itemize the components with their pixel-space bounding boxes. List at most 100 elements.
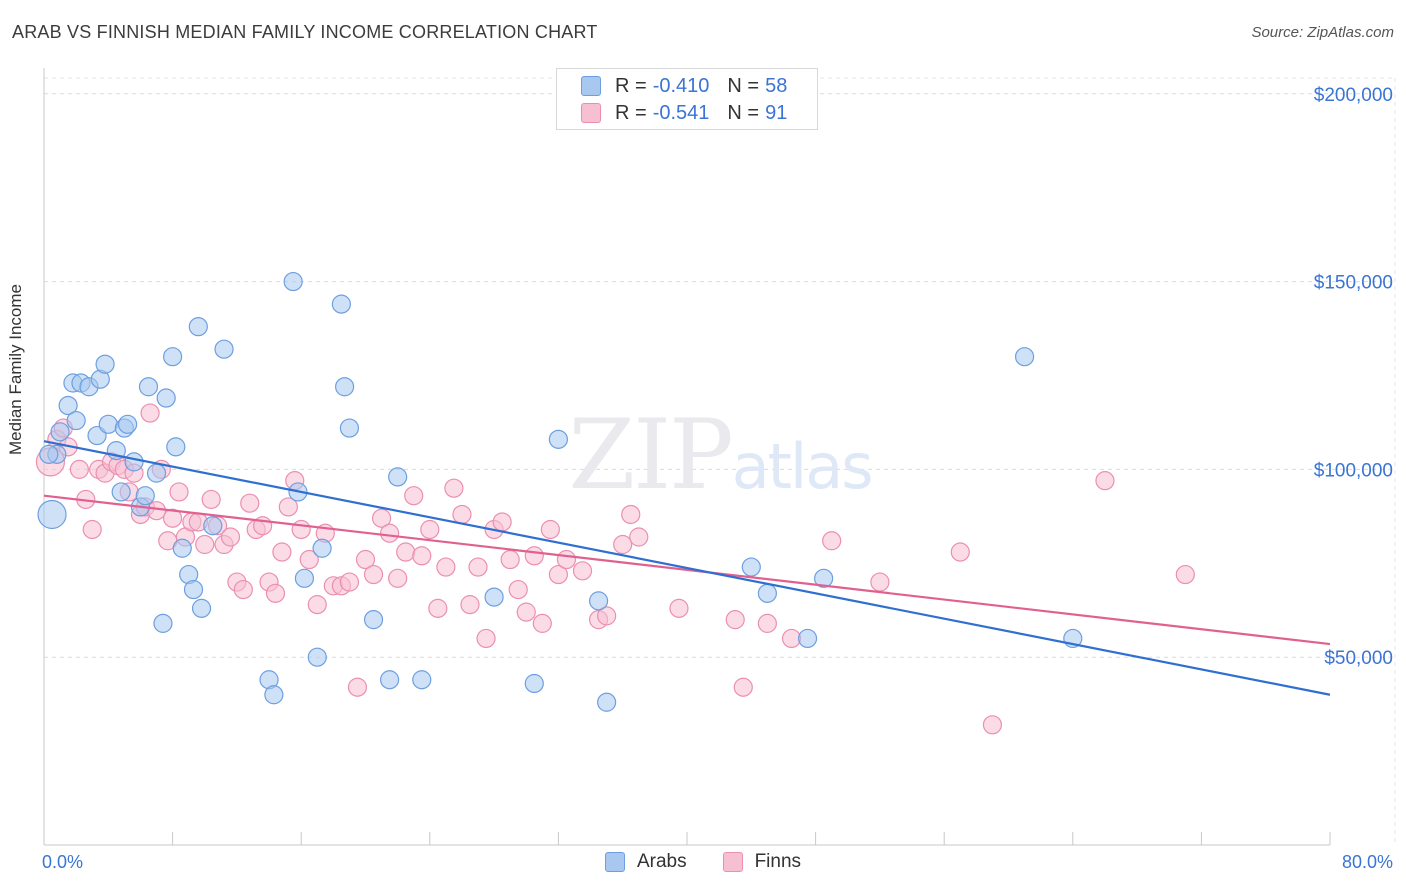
finn-point-58 <box>436 557 456 577</box>
finn-point-49 <box>363 564 384 585</box>
finn-point-57 <box>428 598 448 618</box>
finns-r-label: R = <box>615 101 647 124</box>
finn-point-85 <box>822 531 842 551</box>
arabs-trendline <box>43 440 1331 696</box>
arab-point-53 <box>797 628 818 649</box>
series-legend: Arabs Finns <box>0 851 1406 873</box>
arab-point-3 <box>58 395 78 416</box>
finns-legend-label: Finns <box>754 851 802 872</box>
arab-point-30 <box>203 516 223 536</box>
y-tick-label-0: $50,000 <box>1324 648 1393 669</box>
arabs-r-value: -0.410 <box>652 74 710 97</box>
finn-point-16 <box>140 403 160 423</box>
finns-trendline <box>43 494 1331 646</box>
finn-point-55 <box>412 546 432 566</box>
finn-point-90 <box>1175 564 1195 585</box>
finn-point-88 <box>982 715 1003 735</box>
finn-point-70 <box>532 613 552 633</box>
finn-point-32 <box>240 493 260 513</box>
arabs-legend-swatch <box>604 852 625 872</box>
arab-point-28 <box>188 317 208 337</box>
finn-point-41 <box>299 549 319 570</box>
arab-point-51 <box>741 557 761 577</box>
finn-point-56 <box>420 519 440 540</box>
arab-point-48 <box>548 429 569 449</box>
finn-point-21 <box>169 482 189 502</box>
arab-point-33 <box>264 685 284 705</box>
finns-n-value: 91 <box>765 101 788 124</box>
y-tick-label-2: $150,000 <box>1314 273 1393 294</box>
finn-point-87 <box>950 542 970 562</box>
finn-point-50 <box>371 508 392 528</box>
legend-item-finns[interactable]: Finns <box>722 851 802 873</box>
tick-labels: $50,000 $100,000 $150,000 $200,000 0.0% 80.0% <box>42 85 1393 872</box>
arab-point-29 <box>191 598 212 618</box>
arab-point-0 <box>37 499 67 530</box>
finn-point-54 <box>404 486 424 506</box>
correlation-legend: R = -0.410 N = 58 R = -0.541 N = 91 <box>556 68 818 130</box>
finn-point-42 <box>307 595 327 615</box>
arab-point-2 <box>50 422 70 442</box>
finn-point-72 <box>548 564 569 585</box>
finn-point-73 <box>556 549 577 570</box>
arab-point-16 <box>124 452 144 472</box>
arab-point-46 <box>484 587 504 607</box>
finn-point-47 <box>347 677 368 697</box>
source-label: Source: ZipAtlas.com <box>1251 24 1394 41</box>
finn-point-59 <box>444 478 464 498</box>
arabs-n-label: N = <box>727 74 760 97</box>
arab-point-41 <box>339 418 360 438</box>
finn-point-31 <box>233 579 253 600</box>
legend-item-arabs[interactable]: Arabs <box>604 851 687 873</box>
arab-point-20 <box>146 463 167 483</box>
finn-point-25 <box>195 534 215 555</box>
arab-point-11 <box>98 414 118 434</box>
arabs-legend-label: Arabs <box>636 851 687 872</box>
arab-point-37 <box>307 647 327 667</box>
finn-point-79 <box>629 527 649 547</box>
arab-point-13 <box>111 482 131 502</box>
finn-point-48 <box>355 549 376 570</box>
arab-point-18 <box>135 486 155 506</box>
finn-point-36 <box>265 583 286 603</box>
finn-point-51 <box>380 523 400 543</box>
finn-point-84 <box>781 628 802 649</box>
legend-row-finns: R = -0.541 N = 91 <box>581 101 787 125</box>
arab-point-44 <box>388 467 408 487</box>
arab-point-49 <box>588 591 609 611</box>
arab-point-25 <box>172 538 192 558</box>
arab-point-38 <box>312 538 332 558</box>
arab-point-47 <box>524 673 544 694</box>
finn-point-69 <box>524 546 544 566</box>
finn-point-61 <box>460 595 480 615</box>
finn-point-76 <box>597 606 617 626</box>
arabs-n-value: 58 <box>765 74 788 97</box>
arab-point-36 <box>294 568 315 588</box>
finn-point-26 <box>201 489 221 510</box>
finns-swatch <box>581 103 601 123</box>
finn-point-6 <box>82 519 102 540</box>
watermark: ZIPatlas <box>568 399 871 511</box>
y-tick-label-3: $200,000 <box>1314 85 1393 106</box>
finns-legend-swatch <box>722 852 743 872</box>
finn-point-60 <box>452 504 472 525</box>
arab-point-19 <box>138 377 159 397</box>
finn-point-81 <box>725 610 745 630</box>
arab-point-43 <box>380 670 400 690</box>
arabs-points <box>37 271 1083 712</box>
finn-point-86 <box>870 572 890 592</box>
finn-point-63 <box>476 628 496 649</box>
finn-point-67 <box>508 579 528 600</box>
finn-point-74 <box>572 561 593 581</box>
arab-point-31 <box>214 339 234 359</box>
finn-point-80 <box>669 598 689 618</box>
finn-point-53 <box>396 542 416 562</box>
finn-point-52 <box>388 568 408 588</box>
arab-point-45 <box>412 670 432 690</box>
arab-point-10 <box>95 354 115 374</box>
arab-point-23 <box>163 347 183 367</box>
finn-point-65 <box>492 512 512 532</box>
finn-point-83 <box>757 613 777 633</box>
arab-point-50 <box>597 692 617 712</box>
